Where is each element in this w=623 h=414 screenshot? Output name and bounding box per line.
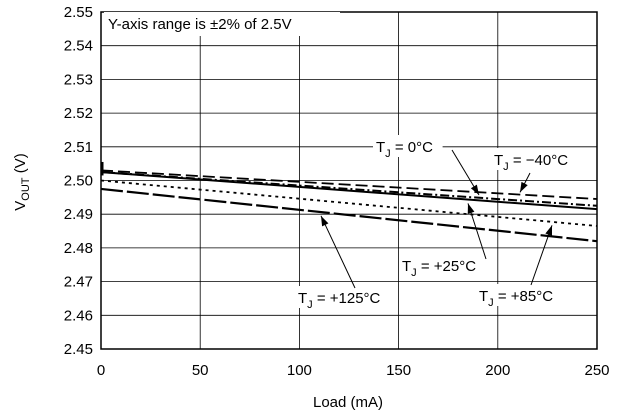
leader-line (530, 225, 553, 286)
note-box: Y-axis range is ±2% of 2.5V (104, 12, 340, 36)
chart-note: Y-axis range is ±2% of 2.5V (108, 16, 292, 33)
x-axis-label: Load (mA) (313, 394, 383, 411)
series-label: TJ = +125°C (298, 290, 381, 311)
series-label: TJ = +25°C (402, 258, 476, 279)
series-label: TJ = 0°C (376, 139, 433, 160)
series-line (100, 169, 598, 200)
x-tick-labels: 0 50 100 150 200 250 (97, 362, 610, 379)
y-tick-label: 2.51 (64, 139, 93, 156)
x-tick-label: 50 (192, 362, 209, 379)
x-tick-label: 200 (485, 362, 510, 379)
leader-line (320, 215, 356, 289)
arrowhead (545, 225, 552, 236)
annotation-backing (373, 135, 443, 157)
y-tick-label: 2.45 (64, 341, 93, 358)
y-axis-label-unit: (V) (12, 153, 29, 177)
series-line (100, 171, 598, 211)
y-tick-labels: 2.45 2.46 2.47 2.48 2.49 2.50 2.51 2.52 2.53 2.54… (64, 4, 93, 358)
x-tick-label: 0 (97, 362, 105, 379)
y-tick-label: 2.50 (64, 173, 93, 190)
x-tick-label: 250 (584, 362, 609, 379)
series-label: TJ = −40°C (494, 152, 568, 173)
y-tick-label: 2.49 (64, 206, 93, 223)
arrowhead (470, 184, 479, 196)
annotation-backing (491, 148, 578, 170)
y-tick-label: 2.48 (64, 240, 93, 257)
annotation-backing (476, 284, 563, 306)
x-tick-label: 100 (287, 362, 312, 379)
arrowhead (520, 181, 528, 193)
y-axis-label: VOUT (V) (12, 153, 32, 210)
series-line (100, 171, 598, 207)
y-tick-label: 2.47 (64, 274, 93, 291)
y-tick-label: 2.46 (64, 307, 93, 324)
y-tick-label: 2.53 (64, 71, 93, 88)
annotation-backing (399, 254, 486, 276)
x-tick-label: 150 (386, 362, 411, 379)
y-tick-label: 2.54 (64, 38, 93, 55)
arrowhead (321, 215, 329, 227)
series-annotations: TJ = 0°C TJ = −40°C TJ = +25°CTJ = +85°C TJ… (295, 135, 578, 311)
y-axis-label-main: V (12, 201, 29, 211)
series-line (100, 187, 598, 243)
plot-frame (100, 11, 598, 350)
series-lines (100, 161, 598, 243)
arrowhead (467, 203, 475, 214)
annotation-backing (295, 286, 391, 308)
series-label: TJ = +85°C (479, 288, 553, 309)
y-axis-label-sub: OUT (20, 177, 32, 201)
y-tick-label: 2.52 (64, 105, 93, 122)
series-line (100, 179, 598, 227)
y-tick-label: 2.55 (64, 4, 93, 21)
